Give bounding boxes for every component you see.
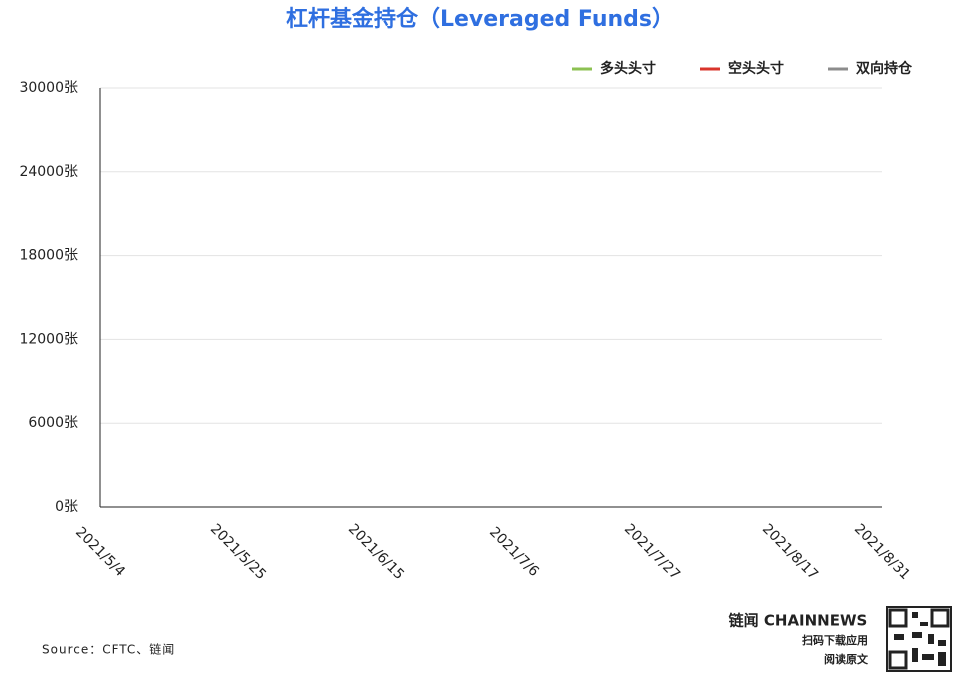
legend-label: 双向持仓 <box>856 60 913 77</box>
chart-title: 杠杆基金持仓（Leveraged Funds） <box>286 6 674 32</box>
y-tick-label: 12000张 <box>19 331 78 347</box>
legend-label: 空头头寸 <box>728 60 784 77</box>
y-tick-label: 30000张 <box>19 80 78 96</box>
y-tick-label: 6000张 <box>28 415 78 431</box>
y-tick-label: 0张 <box>55 499 78 515</box>
brand: 链闻 CHAINNEWS <box>729 612 868 630</box>
footer-text: 扫码下载应用 <box>802 633 868 647</box>
legend-label: 多头头寸 <box>600 60 656 77</box>
source: Source：CFTC、链闻 <box>42 642 175 657</box>
y-tick-label: 18000张 <box>19 248 78 264</box>
y-tick-label: 24000张 <box>19 164 78 180</box>
qr-code <box>886 606 952 672</box>
footer-text: 阅读原文 <box>824 652 869 666</box>
